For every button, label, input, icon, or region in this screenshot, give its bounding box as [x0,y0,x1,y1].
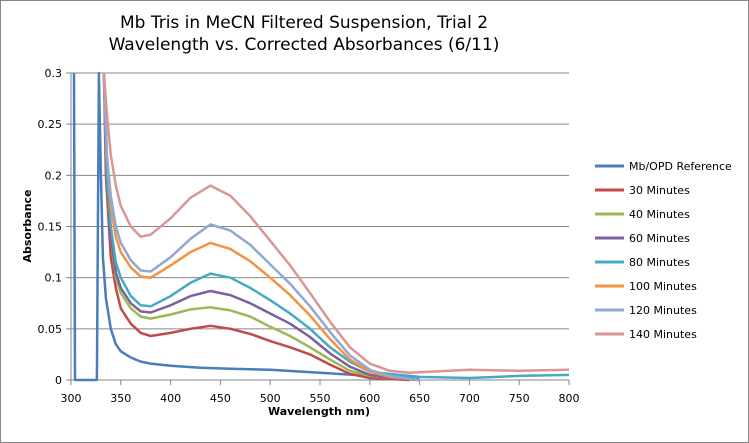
x-tick-label: 650 [409,392,430,405]
legend-label: 30 Minutes [629,184,690,197]
x-tick-label: 300 [61,392,82,405]
y-tick-label: 0.25 [38,118,63,131]
y-axis-title: Absorbance [21,189,34,262]
chart-title-line1: Mb Tris in MeCN Filtered Suspension, Tri… [120,13,488,33]
x-tick-label: 750 [509,392,530,405]
x-tick-label: 400 [160,392,181,405]
legend-label: 80 Minutes [629,256,690,269]
legend-label: 60 Minutes [629,232,690,245]
y-tick-labels: 0 0.05 0.1 0.15 0.2 0.25 0.3 [38,67,63,387]
y-tick-label: 0.3 [45,67,63,80]
series-line-1 [102,72,410,382]
series-line-6 [102,72,420,382]
y-tick-label: 0.2 [45,169,63,182]
x-tick-labels: 300 350 400 450 500 550 600 650 700 750 800 [61,392,580,405]
axes [66,72,570,385]
x-tick-label: 450 [210,392,231,405]
legend-label: Mb/OPD Reference [629,160,732,173]
series-lines [72,71,570,382]
x-tick-label: 500 [260,392,281,405]
y-tick-label: 0.05 [38,323,63,336]
y-tick-label: 0.15 [38,221,63,234]
x-tick-label: 700 [459,392,480,405]
legend: Mb/OPD Reference 30 Minutes 40 Minutes 60 M… [595,160,732,341]
series-line-3 [102,72,420,382]
y-tick-label: 0 [55,374,62,387]
x-tick-label: 600 [359,392,380,405]
series-line-2 [102,72,420,382]
y-tick-label: 0.1 [45,272,63,285]
legend-label: 40 Minutes [629,208,690,221]
x-axis-title: Wavelength nm) [268,405,370,418]
x-tick-label: 350 [110,392,131,405]
legend-label: 140 Minutes [629,328,697,341]
x-tick-label: 550 [310,392,331,405]
series-line-5 [102,72,420,382]
legend-label: 120 Minutes [629,304,697,317]
series-line-0 [72,71,420,382]
chart-title-line2: Wavelength vs. Corrected Absorbances (6/… [109,35,500,55]
x-tick-label: 800 [559,392,580,405]
series-line-7 [102,72,570,375]
series-line-4 [102,72,570,380]
legend-label: 100 Minutes [629,280,697,293]
gridlines [71,72,569,330]
